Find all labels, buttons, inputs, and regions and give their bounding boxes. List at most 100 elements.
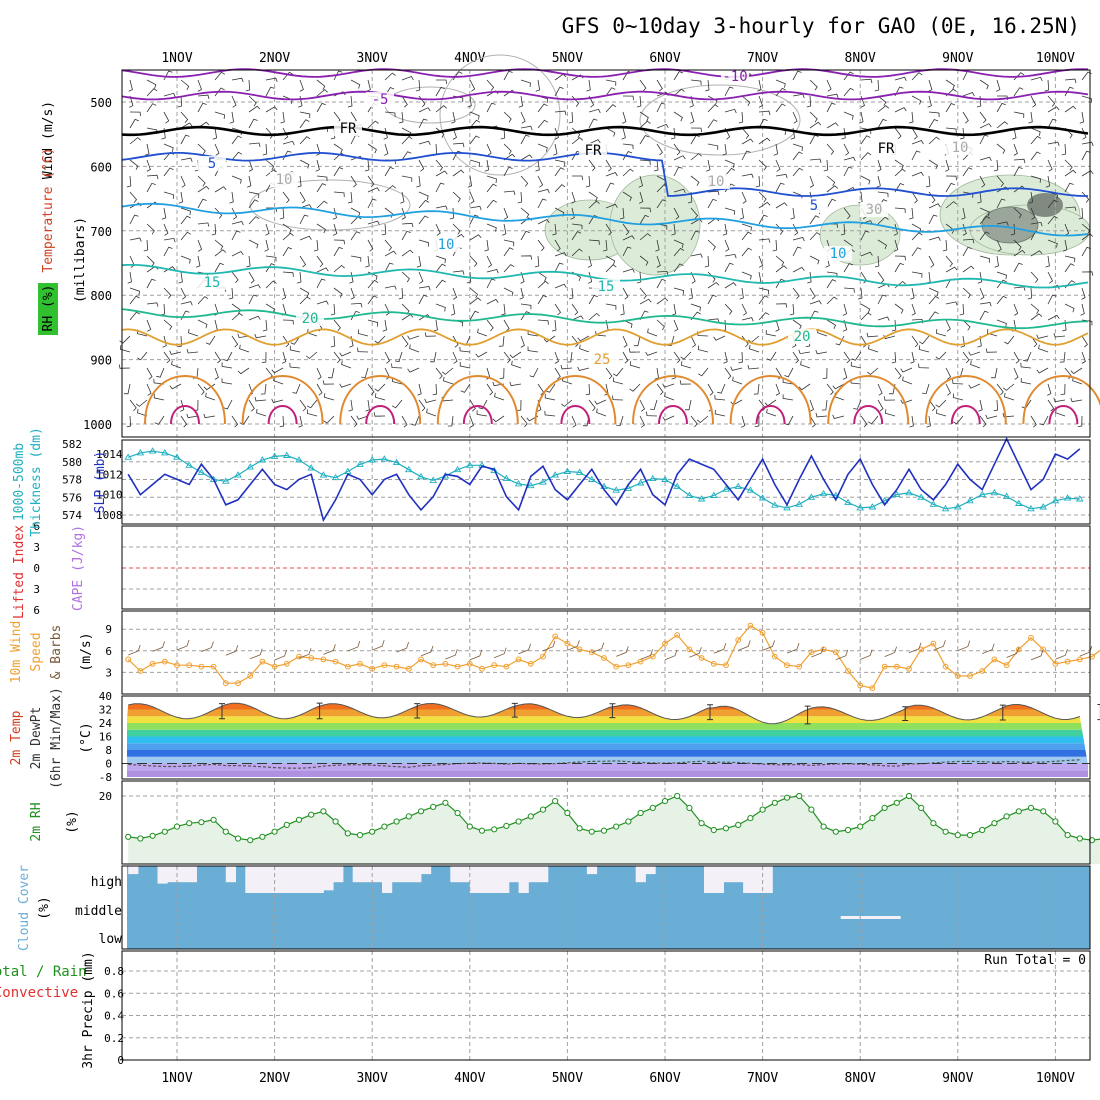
wind-barb (384, 72, 396, 81)
wind-barb (1062, 319, 1067, 332)
wind-barb (467, 95, 472, 108)
wind-barb (979, 287, 985, 300)
wind-barb (605, 264, 617, 273)
wind-barb (231, 95, 237, 108)
date-tick-label: 2NOV (259, 51, 290, 66)
cloud-high-clear (274, 866, 285, 893)
wind-barb (636, 271, 642, 284)
thickness-point (783, 504, 791, 511)
wind-barb (673, 239, 684, 248)
wind-speed-point (149, 660, 156, 667)
wind-barb (237, 333, 250, 339)
wind-barb (579, 344, 590, 353)
temperature-contour-30 (436, 375, 519, 425)
thickness-point (612, 486, 620, 493)
temperature-contour-30 (632, 375, 714, 425)
wind-barb (800, 360, 811, 369)
wind-barb (894, 159, 904, 170)
wind-barb (707, 190, 720, 196)
wind-barb (469, 79, 476, 92)
wind-barb-10m (567, 640, 580, 651)
wind-barb (996, 79, 1001, 92)
wind-barb (815, 349, 828, 355)
wind-barb (365, 399, 370, 412)
wind-barb (126, 175, 132, 188)
wind-barb (697, 415, 709, 424)
rh-point (1003, 813, 1010, 820)
wind-barb (146, 319, 152, 332)
cloud-high-clear (323, 866, 334, 891)
wind-barb (792, 237, 805, 242)
wind-barb (690, 134, 700, 145)
cloud-high-clear (225, 866, 236, 883)
rh-point (308, 811, 315, 818)
thickness-point (124, 453, 132, 460)
wind-barb (126, 415, 132, 428)
contour-label-bg (198, 156, 226, 171)
precip-panel: 00.20.40.60.8 (104, 950, 1091, 1067)
wind-barb (894, 168, 906, 177)
wind-barb (339, 351, 352, 357)
temperature-contour (121, 308, 1089, 330)
wind-barb (656, 255, 661, 268)
wind-barb (962, 92, 975, 97)
wind-barb (571, 191, 576, 204)
wind-barb (673, 247, 685, 257)
thickness-point (990, 488, 999, 496)
wind-barb (911, 127, 918, 140)
wind-barb (315, 159, 320, 172)
thickness-point (514, 480, 523, 487)
wind-speed-point (710, 660, 717, 667)
wind-barb (732, 376, 743, 385)
contour-label-bg (296, 311, 324, 326)
wind-barb (452, 351, 458, 364)
wind-barb (705, 79, 710, 92)
wind-barb (1012, 127, 1017, 140)
wind-barb (246, 255, 251, 268)
wind-barb (809, 111, 818, 123)
wind-speed-point (540, 653, 546, 660)
thickness-point (222, 477, 230, 484)
wind-barb (952, 393, 964, 401)
temp-tick-label: -8 (99, 771, 112, 784)
wind-barb (367, 198, 377, 209)
wind-barb (910, 287, 915, 300)
wind-speed-point (210, 663, 217, 670)
rh-point (186, 820, 193, 827)
wind-barb-10m (225, 645, 239, 656)
wind-barb (197, 222, 210, 227)
axis-label-lifted-index: Lifted Index (12, 525, 27, 619)
rh-point (417, 808, 425, 815)
wind-barb (537, 188, 550, 194)
temp-tick-label: 24 (99, 717, 113, 730)
wind-barb (248, 159, 253, 172)
wind-barb (161, 207, 167, 220)
wind-barb (713, 335, 726, 341)
wind-barb (347, 95, 353, 108)
wind-barb (893, 223, 898, 236)
wind-barb (690, 230, 700, 241)
wind-barb (316, 267, 329, 273)
wind-speed-point (1028, 634, 1034, 641)
wind-barb (197, 296, 209, 305)
wind-barb (356, 415, 369, 420)
wind-barb (843, 166, 853, 177)
wind-barb (160, 303, 166, 316)
wind-barb (622, 268, 635, 273)
wind-barb (758, 295, 769, 305)
wind-barb (755, 175, 761, 188)
wind-speed-point (235, 680, 241, 687)
wind-barb (894, 303, 904, 314)
thickness-point (807, 493, 816, 500)
wind-barb (754, 415, 760, 427)
wind-barb (452, 191, 461, 203)
slp-line (127, 436, 1081, 523)
wind-barb (673, 263, 684, 273)
wind-barb (500, 127, 506, 140)
temperature-contour-35 (658, 405, 688, 425)
rh-point (600, 827, 608, 834)
wind-barb (1023, 351, 1032, 362)
wind-barb (714, 409, 726, 417)
wind-barb (1013, 351, 1020, 364)
